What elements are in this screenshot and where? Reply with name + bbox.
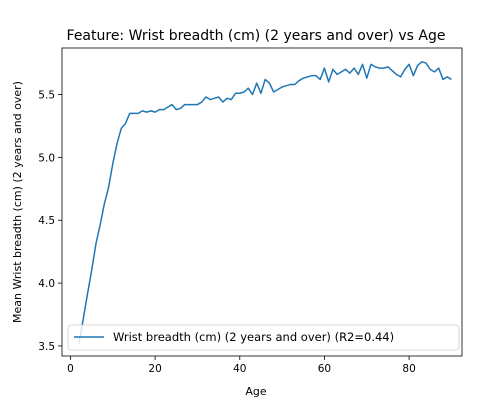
x-tick-label: 60: [318, 363, 331, 375]
legend-box: [67, 324, 460, 351]
x-tick-label: 80: [402, 363, 415, 375]
y-axis-label: Mean Wrist breadth (cm) (2 years and ove…: [11, 81, 24, 323]
y-tick-label: 4.5: [38, 215, 55, 227]
legend: Wrist breadth (cm) (2 years and over) (R…: [67, 324, 460, 351]
y-tick-label: 5.0: [38, 152, 55, 164]
y-axis-ticks: 3.5 4.0 4.5 5.0 5.5: [38, 90, 62, 353]
y-tick-label: 3.5: [38, 341, 55, 353]
x-tick-label: 20: [148, 363, 161, 375]
legend-label: Wrist breadth (cm) (2 years and over) (R…: [113, 330, 394, 344]
series-line: [78, 61, 452, 344]
x-axis-ticks: 0 20 40 60 80: [67, 356, 416, 375]
plot-area: [61, 47, 463, 357]
series-layer: [78, 61, 452, 344]
y-tick-label: 4.0: [38, 278, 55, 290]
x-axis-label: Age: [245, 385, 267, 398]
x-tick-label: 40: [233, 363, 246, 375]
y-tick-label: 5.5: [38, 90, 55, 102]
x-tick-label: 0: [67, 363, 74, 375]
chart-title: Feature: Wrist breadth (cm) (2 years and…: [67, 28, 446, 44]
